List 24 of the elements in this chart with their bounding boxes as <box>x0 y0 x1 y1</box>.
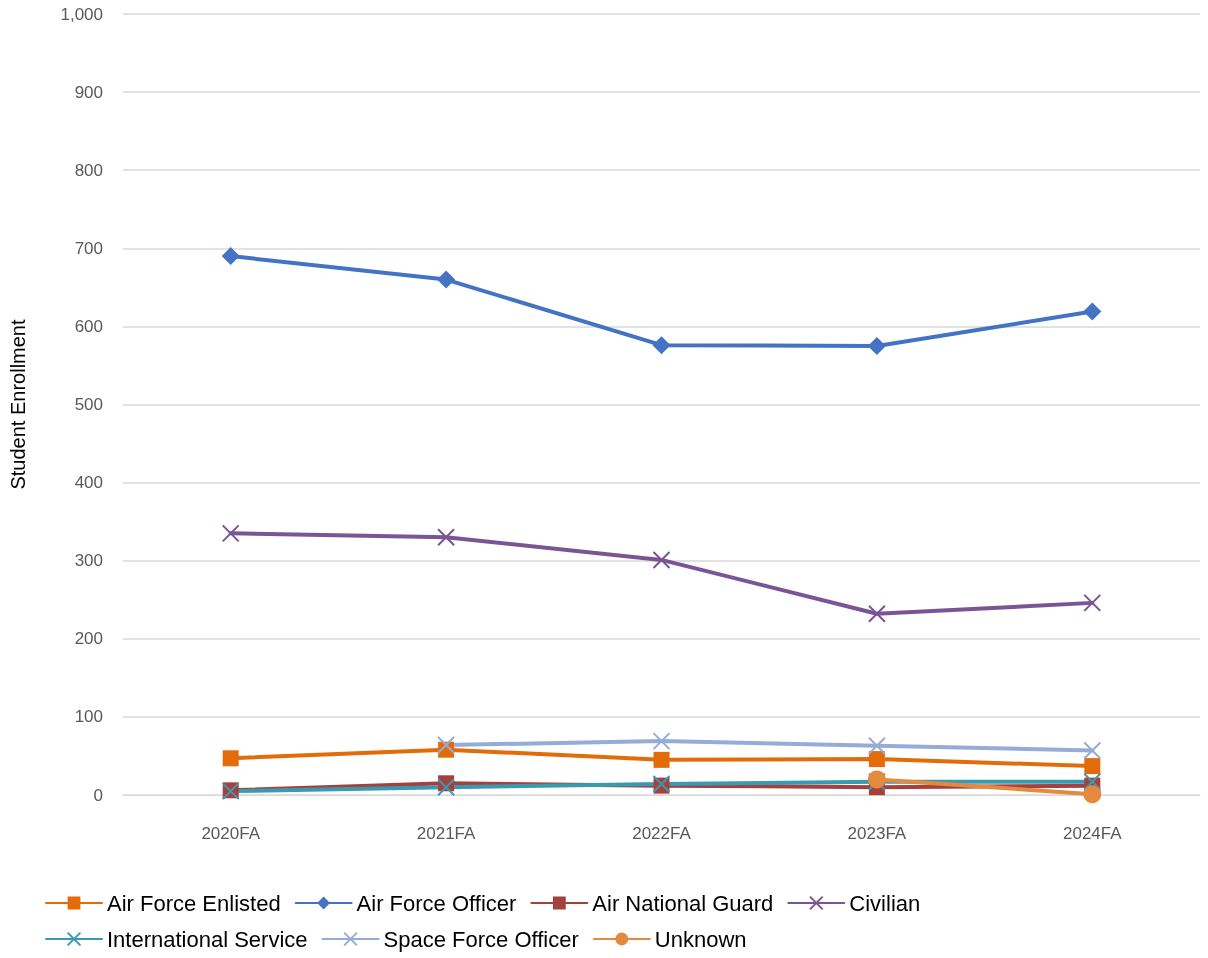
legend-label: Unknown <box>654 926 747 952</box>
y-tick-label: 700 <box>74 238 103 258</box>
y-tick-label: 100 <box>74 707 103 727</box>
x-tick-label: 2024FA <box>1063 824 1123 843</box>
legend-label: Air Force Enlisted <box>107 890 281 916</box>
x-tick-label: 2020FA <box>201 824 261 843</box>
y-tick-label: 0 <box>93 785 103 805</box>
legend-label: Air National Guard <box>592 890 774 916</box>
legend-label: International Service <box>107 926 308 952</box>
x-tick-label: 2021FA <box>416 824 477 843</box>
x-tick-label: 2022FA <box>632 824 692 843</box>
legend-label: Air Force Officer <box>356 890 517 916</box>
y-tick-label: 600 <box>74 316 103 336</box>
y-tick-label: 300 <box>74 551 103 571</box>
x-tick-label: 2023FA <box>847 824 907 843</box>
y-tick-label: 400 <box>74 473 103 493</box>
y-axis-title: Student Enrollment <box>7 319 29 490</box>
y-tick-label: 900 <box>74 82 103 102</box>
legend-label: Civilian <box>849 890 921 916</box>
y-tick-label: 200 <box>74 629 103 649</box>
legend-label: Space Force Officer <box>383 926 579 952</box>
y-tick-label: 1,000 <box>60 4 103 24</box>
y-tick-label: 500 <box>74 395 103 414</box>
y-tick-label: 800 <box>74 160 103 180</box>
